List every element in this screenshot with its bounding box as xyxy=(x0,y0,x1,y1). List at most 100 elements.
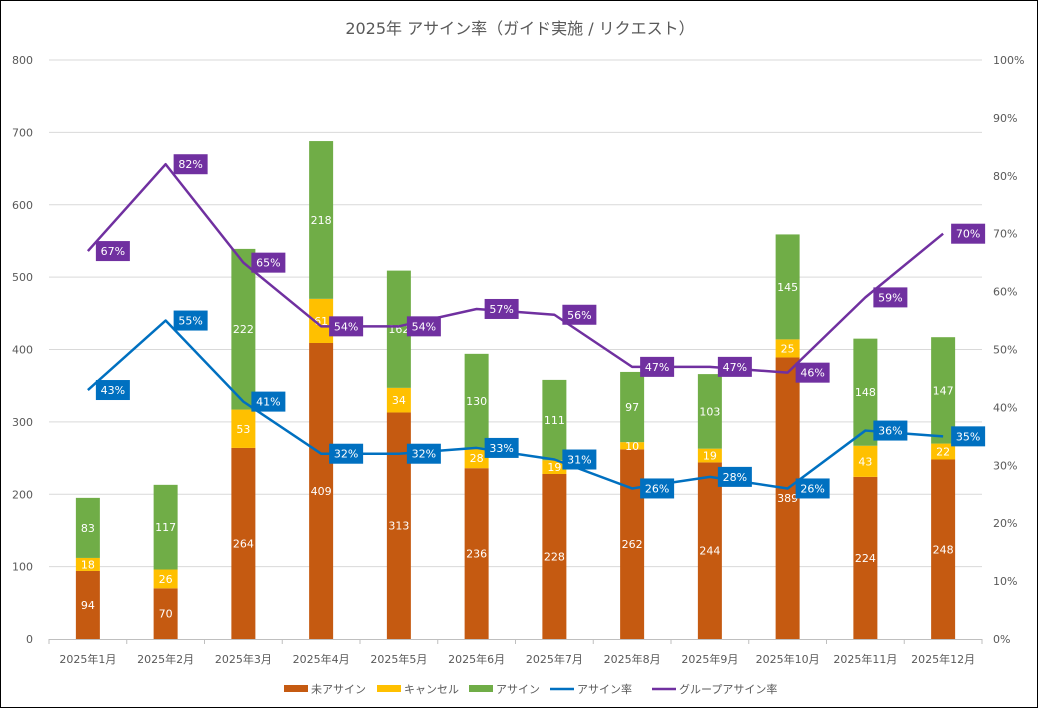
y-tick-label: 200 xyxy=(12,488,33,501)
bar-data-label: 94 xyxy=(81,599,95,612)
line-data-label: 56% xyxy=(567,309,591,322)
bar-segment xyxy=(542,379,567,461)
bar-data-label: 218 xyxy=(311,214,332,227)
line-data-label: 32% xyxy=(412,448,436,461)
line-data-label: 70% xyxy=(956,228,980,241)
series-line xyxy=(86,162,944,374)
bar-segment xyxy=(931,443,956,460)
y-tick-label: 0 xyxy=(26,633,33,646)
y-tick-label: 400 xyxy=(12,344,33,357)
bar-segment xyxy=(620,442,645,450)
bar-data-label: 117 xyxy=(155,521,176,534)
y-tick-label: 600 xyxy=(12,199,33,212)
line-data-label: 47% xyxy=(723,361,747,374)
y2-tick-label: 100% xyxy=(993,54,1024,67)
line-label-box xyxy=(562,449,597,470)
line-data-label: 33% xyxy=(489,442,513,455)
bar-segment xyxy=(231,447,256,639)
legend-swatch xyxy=(377,685,401,692)
line-data-label: 28% xyxy=(723,471,747,484)
bar-data-label: 10 xyxy=(625,440,639,453)
legend-label: グループアサイン率 xyxy=(679,682,777,696)
bar-data-label: 97 xyxy=(625,401,639,414)
legend-label: アサイン率 xyxy=(577,682,632,696)
bar-segment xyxy=(75,497,100,558)
line-label-box xyxy=(562,304,597,325)
bar-data-label: 19 xyxy=(703,450,717,463)
x-tick-label: 2025年4月 xyxy=(293,652,350,666)
bar-data-label: 18 xyxy=(81,558,95,571)
lines: 43% 55% 41% 32% 32% 33% 31% 26% 28% 26% 36% 35% 67% 8… xyxy=(86,154,986,499)
bar-segment xyxy=(775,339,800,358)
line-data-label: 35% xyxy=(956,430,980,443)
bar-data-label: 248 xyxy=(933,543,954,556)
y2-tick-label: 10% xyxy=(993,575,1017,588)
line-data-label: 36% xyxy=(878,425,902,438)
bar-segment xyxy=(542,473,567,639)
bar-data-label: 34 xyxy=(392,394,406,407)
bars: 9418837026117264532224096121831334162236… xyxy=(75,141,956,639)
y2-tick-label: 50% xyxy=(993,344,1017,357)
line-data-label: 26% xyxy=(800,482,824,495)
line-data-label: 57% xyxy=(489,303,513,316)
y-axis-right: 0% 10% 20% 30% 40% 50% 60% 70% 80% 90% 100% xyxy=(993,54,1024,646)
legend-label: 未アサイン xyxy=(311,683,366,696)
line-label-box xyxy=(95,241,130,262)
line-label-box xyxy=(717,466,752,487)
y-tick-label: 100 xyxy=(12,561,33,574)
legend-label: キャンセル xyxy=(404,683,459,696)
bar-data-label: 26 xyxy=(159,573,173,586)
line-label-box xyxy=(717,356,752,377)
bar-data-label: 224 xyxy=(855,552,876,565)
line-label-box xyxy=(951,223,986,244)
legend-label: アサイン xyxy=(496,683,540,696)
bar-data-label: 111 xyxy=(544,414,565,427)
x-tick-label: 2025年2月 xyxy=(137,652,194,666)
y2-tick-label: 40% xyxy=(993,401,1017,414)
bar-segment xyxy=(931,459,956,639)
bar-data-label: 103 xyxy=(699,405,720,418)
y-axis-left: 0 100 200 300 400 500 600 700 800 xyxy=(12,54,33,646)
x-tick-label: 2025年8月 xyxy=(604,652,661,666)
x-tick-label: 2025年5月 xyxy=(370,652,427,666)
chart-title: 2025年 アサイン率（ガイド実施 / リクエスト） xyxy=(345,19,694,38)
legend-swatch xyxy=(284,685,308,692)
bar-segment xyxy=(464,353,489,448)
bar-segment xyxy=(309,141,334,299)
bar-segment xyxy=(75,557,100,571)
line-label-box xyxy=(484,437,519,458)
bar-segment xyxy=(853,445,878,477)
bar-data-label: 130 xyxy=(466,395,487,408)
line-label-box xyxy=(251,391,286,412)
x-tick-label: 2025年12月 xyxy=(911,652,975,666)
y2-tick-label: 20% xyxy=(993,517,1017,530)
line-data-label: 47% xyxy=(645,361,669,374)
bar-segment xyxy=(464,468,489,639)
bar-data-label: 43 xyxy=(858,455,872,468)
bar-data-label: 19 xyxy=(547,461,561,474)
bar-data-label: 145 xyxy=(777,281,798,294)
line-label-box xyxy=(173,310,208,331)
bar-segment xyxy=(386,387,411,413)
line-label-box xyxy=(795,478,830,499)
bar-segment xyxy=(231,248,256,410)
bar-data-label: 148 xyxy=(855,386,876,399)
y2-tick-label: 60% xyxy=(993,286,1017,299)
line-label-box xyxy=(329,443,364,464)
bar-segment xyxy=(153,588,178,639)
bar-data-label: 313 xyxy=(388,520,409,533)
line-data-label: 46% xyxy=(800,367,824,380)
bar-data-label: 262 xyxy=(622,538,643,551)
line-label-box xyxy=(795,362,830,383)
bar-data-label: 222 xyxy=(233,323,254,336)
bar-data-label: 409 xyxy=(311,485,332,498)
bar-data-label: 389 xyxy=(777,492,798,505)
y-tick-label: 300 xyxy=(12,416,33,429)
y2-tick-label: 30% xyxy=(993,459,1017,472)
bar-segment xyxy=(309,342,334,639)
line-data-label: 54% xyxy=(412,320,436,333)
line-label-box xyxy=(951,426,986,447)
bar-segment xyxy=(853,476,878,639)
